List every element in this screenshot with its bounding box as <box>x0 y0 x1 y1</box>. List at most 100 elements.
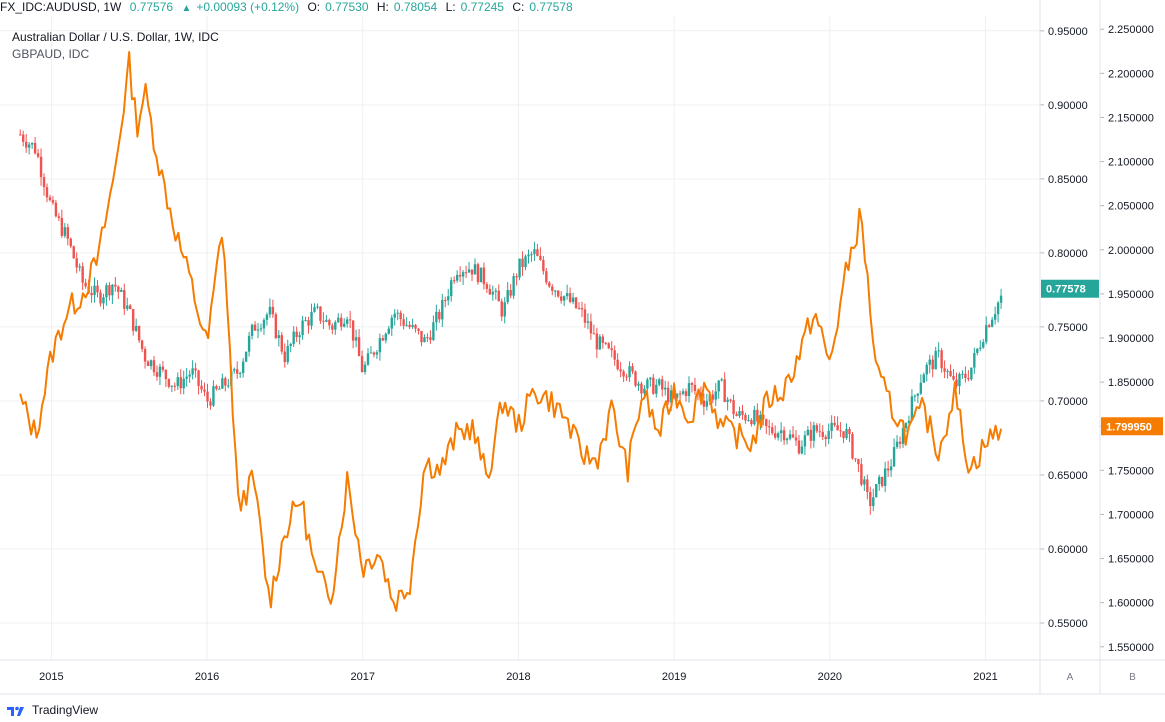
candle-body <box>714 391 717 400</box>
right-axis-label: 1.650000 <box>1108 554 1154 566</box>
left-axis-label: 0.55000 <box>1048 618 1088 630</box>
candle-body <box>384 333 388 341</box>
candle-body <box>66 227 69 239</box>
candle-body <box>494 290 497 292</box>
candle-body <box>993 314 997 320</box>
candle-body <box>259 328 263 330</box>
candle-body <box>901 428 905 444</box>
candle-body <box>131 309 135 331</box>
candle-body <box>247 335 251 352</box>
candle-body <box>289 343 292 346</box>
candle-body <box>227 385 230 387</box>
candle-body <box>741 410 744 415</box>
candle-body <box>619 369 622 372</box>
candle-body <box>976 348 979 353</box>
candle-body <box>283 351 286 363</box>
candle-body <box>57 216 61 218</box>
candle-body <box>99 292 102 304</box>
candle-body <box>616 359 619 370</box>
plot-area[interactable] <box>0 16 1040 660</box>
candle-body <box>328 319 331 326</box>
candle-body <box>387 328 390 334</box>
last-price: 0.77576 <box>129 0 174 14</box>
candle-body <box>964 373 967 378</box>
candle-body <box>161 366 165 370</box>
candle-body <box>622 371 625 377</box>
candle-body <box>48 197 52 201</box>
candle-body <box>256 329 260 331</box>
candle-body <box>530 254 533 256</box>
candle-body <box>241 361 245 374</box>
candle-body <box>351 320 355 341</box>
candle-body <box>405 324 408 326</box>
series-line-gbpaud[interactable] <box>19 51 1003 612</box>
candle-body <box>524 256 527 268</box>
candle-body <box>238 373 242 375</box>
candle-body <box>595 333 599 350</box>
candle-body <box>773 433 777 438</box>
candle-body <box>301 320 304 336</box>
left-axis-label: 0.65000 <box>1048 470 1088 482</box>
right-axis-label: 1.750000 <box>1108 465 1154 477</box>
candle-body <box>904 422 908 429</box>
candle-body <box>111 284 114 296</box>
candle-body <box>860 464 863 485</box>
candle-body <box>744 414 747 421</box>
change-arrow-icon: ▲ <box>181 3 192 14</box>
candle-body <box>776 433 780 438</box>
last-price-label-audusd: 0.77578 <box>1046 284 1086 296</box>
candle-body <box>551 286 554 291</box>
candle-body <box>197 370 200 386</box>
candle-body <box>640 383 643 394</box>
candle-body <box>155 372 159 377</box>
candle-body <box>863 479 866 485</box>
candle-body <box>295 331 298 338</box>
candle-body <box>137 326 141 341</box>
candle-body <box>678 393 682 395</box>
candle-body <box>637 383 640 386</box>
candle-body <box>515 276 518 278</box>
candle-body <box>191 368 194 375</box>
candle-body <box>854 458 857 460</box>
candle-body <box>762 414 765 420</box>
candle-body <box>931 359 934 370</box>
tradingview-logo[interactable]: TradingView <box>6 702 98 718</box>
candle-body <box>987 325 991 327</box>
candle-body <box>684 391 688 397</box>
candle-body <box>271 306 275 315</box>
candle-body <box>717 380 720 392</box>
candle-body <box>818 431 821 433</box>
candle-body <box>690 383 694 385</box>
candle-body <box>925 364 928 375</box>
right-axis-label: 1.550000 <box>1108 642 1154 654</box>
right-axis-label: 1.850000 <box>1108 377 1154 389</box>
candle-body <box>423 337 426 343</box>
scale-b-button[interactable]: B <box>1129 672 1136 683</box>
scale-a-button[interactable]: A <box>1067 672 1074 683</box>
candle-body <box>51 200 55 203</box>
candle-body <box>815 425 818 432</box>
right-axis-label: 1.700000 <box>1108 509 1154 521</box>
candle-body <box>485 284 489 289</box>
candle-body <box>450 280 453 297</box>
candle-body <box>134 326 138 331</box>
candle-body <box>536 249 539 257</box>
candle-body <box>369 352 373 354</box>
candle-body <box>747 420 750 422</box>
candle-body <box>940 350 943 369</box>
candle-body <box>759 414 762 422</box>
candle-body <box>345 319 349 324</box>
candle-body <box>399 312 402 320</box>
candle-body <box>438 311 441 320</box>
candle-body <box>803 435 807 447</box>
symbol-name[interactable]: FX_IDC:AUDUSD, 1W <box>0 0 122 14</box>
candle-body <box>179 377 182 389</box>
candle-body <box>473 264 477 275</box>
candle-body <box>922 374 925 383</box>
candle-body <box>114 284 117 287</box>
x-tick-label: 2016 <box>195 671 219 683</box>
candle-body <box>42 177 46 188</box>
candle-body <box>54 202 58 217</box>
candle-body <box>687 383 691 397</box>
